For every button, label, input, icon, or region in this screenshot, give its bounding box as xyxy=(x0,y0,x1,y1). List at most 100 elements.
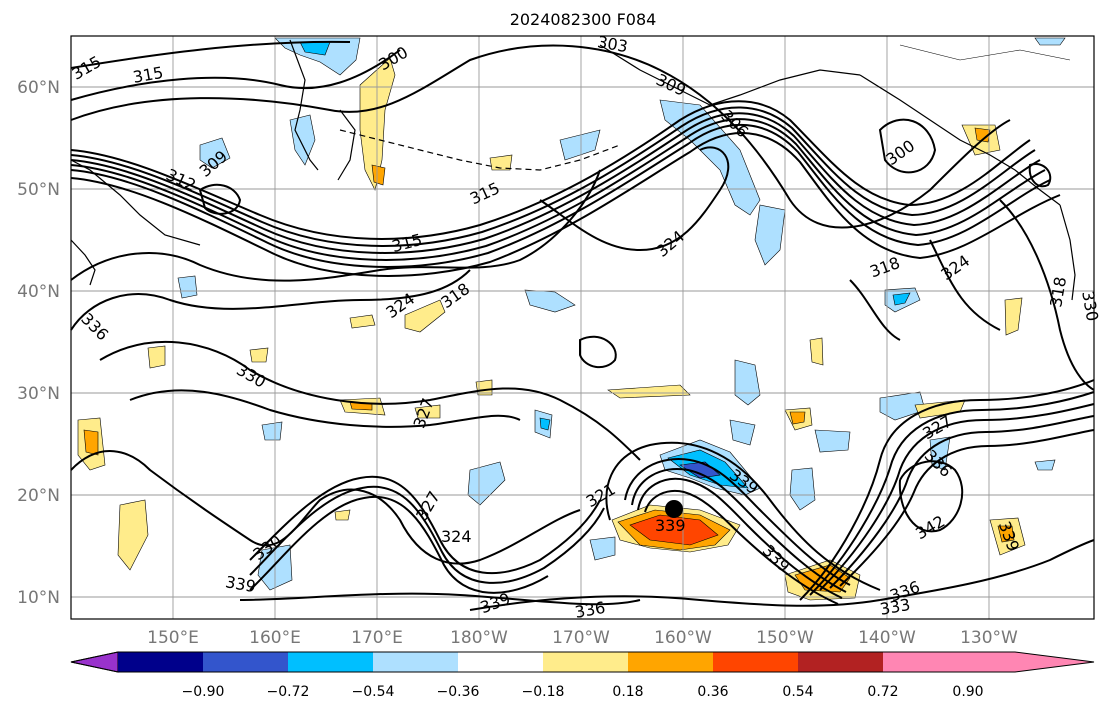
shade-orange-area xyxy=(789,411,806,425)
colorbar-tick-label: 0.54 xyxy=(782,684,813,700)
longitude-labels: 150°E 160°E 170°E 180°W 170°W 160°W 150°… xyxy=(147,628,1018,648)
contour-line xyxy=(239,592,641,606)
contour-line xyxy=(605,441,881,591)
contour-line xyxy=(70,118,1046,261)
shaded-field xyxy=(77,37,1066,601)
shade-blue-area xyxy=(1034,459,1056,471)
shade-blue-area xyxy=(524,289,576,313)
colorbar-tick-label: 0.18 xyxy=(612,684,643,700)
contour-line xyxy=(809,391,1095,596)
lat-label: 40°N xyxy=(17,282,60,302)
shade-yellow-area xyxy=(334,509,351,521)
shade-yellow-area xyxy=(147,345,166,369)
contour-line xyxy=(70,269,471,331)
shade-blue-area xyxy=(289,114,316,166)
latitude-labels: 60°N 50°N 40°N 30°N 20°N 10°N xyxy=(17,78,60,608)
colorbar-segment xyxy=(288,652,373,672)
map-title: 2024082300 F084 xyxy=(510,10,657,29)
shade-darkblue-area xyxy=(679,461,721,479)
shade-yellow-area xyxy=(359,57,396,191)
shade-blue-area xyxy=(559,129,601,161)
lon-label: 170°W xyxy=(552,628,610,648)
lon-label: 170°E xyxy=(351,628,403,648)
colorbar-min-extend xyxy=(70,651,119,673)
coastline-kuril xyxy=(70,159,201,246)
contour-line xyxy=(849,279,901,341)
contour-line xyxy=(70,112,1041,254)
colorbar-tick-label: 0.90 xyxy=(952,684,983,700)
lat-label: 20°N xyxy=(17,486,60,506)
colorbar-segment xyxy=(798,652,883,672)
contour-line-closed xyxy=(198,183,242,215)
colorbar-segment xyxy=(713,652,798,672)
colorbar-tick-label: −0.54 xyxy=(352,684,395,700)
coastline-kamchatka xyxy=(289,39,319,171)
contour-line xyxy=(249,485,605,584)
shade-yellow-area xyxy=(349,314,376,329)
shade-blue-area xyxy=(261,421,283,441)
colorbar-tick-label: −0.36 xyxy=(437,684,480,700)
colorbar-segment xyxy=(203,652,288,672)
colorbar-tick-label: 0.36 xyxy=(697,684,728,700)
shade-yellow-area xyxy=(117,499,149,571)
lon-label: 160°E xyxy=(249,628,301,648)
lon-label: 130°W xyxy=(960,628,1018,648)
shade-blue-area xyxy=(734,359,761,406)
shade-blue-area xyxy=(789,467,816,511)
contour-line xyxy=(819,403,1095,591)
contour-line-closed xyxy=(1028,163,1052,188)
shade-orange-area xyxy=(974,127,991,143)
contour-line xyxy=(829,415,1095,589)
coastline-interior xyxy=(899,44,1071,61)
lon-label: 160°W xyxy=(654,628,712,648)
contour-label: 339 xyxy=(655,516,686,535)
contour-line xyxy=(879,539,1095,601)
contour-line xyxy=(129,389,521,428)
shade-cyan-area xyxy=(539,417,551,431)
height-contours xyxy=(70,40,1095,611)
lat-label: 60°N xyxy=(17,78,60,98)
contour-line xyxy=(469,595,881,611)
coastline-nw-america xyxy=(1059,204,1076,301)
map-frame xyxy=(70,35,1095,620)
colorbar-segment xyxy=(883,652,968,672)
lat-label: 50°N xyxy=(17,180,60,200)
shade-yellow-area xyxy=(1004,297,1023,336)
colorbar-tick-label: 0.72 xyxy=(867,684,898,700)
contour-line-closed xyxy=(878,118,937,174)
lat-label: 30°N xyxy=(17,384,60,404)
contour-line xyxy=(249,495,549,594)
shade-blue-area xyxy=(199,137,231,169)
shade-blue-area xyxy=(729,419,756,446)
shade-yellow-area xyxy=(404,299,446,333)
contour-line xyxy=(70,169,601,282)
shade-orange-area xyxy=(997,525,1015,543)
contour-line xyxy=(70,450,581,565)
shade-orange-area xyxy=(83,429,99,456)
shade-yellow-area xyxy=(809,337,824,366)
contour-line xyxy=(70,40,351,69)
contour-line xyxy=(644,490,839,605)
colorbar-tick-label: −0.72 xyxy=(267,684,310,700)
colorbar-tick-label: −0.90 xyxy=(182,684,225,700)
coastline-japan xyxy=(70,239,96,286)
shade-blue-area xyxy=(754,204,786,266)
colorbar-outline xyxy=(70,651,1095,673)
coastline-aleutians xyxy=(339,129,621,171)
contour-line xyxy=(70,100,1031,240)
lon-label: 150°W xyxy=(756,628,814,648)
contour-line-closed xyxy=(579,335,617,369)
contour-line xyxy=(631,468,847,593)
contour-line xyxy=(99,340,641,461)
contour-line xyxy=(929,239,1001,331)
lat-label: 10°N xyxy=(17,588,60,608)
contour-line xyxy=(624,458,851,586)
contour-line xyxy=(70,106,1036,247)
lon-label: 140°W xyxy=(858,628,916,648)
colorbar-segment xyxy=(543,652,628,672)
contour-line xyxy=(249,475,601,575)
shade-blue-area xyxy=(589,536,616,561)
shade-orange-area xyxy=(371,164,386,186)
contour-line xyxy=(799,379,1095,601)
